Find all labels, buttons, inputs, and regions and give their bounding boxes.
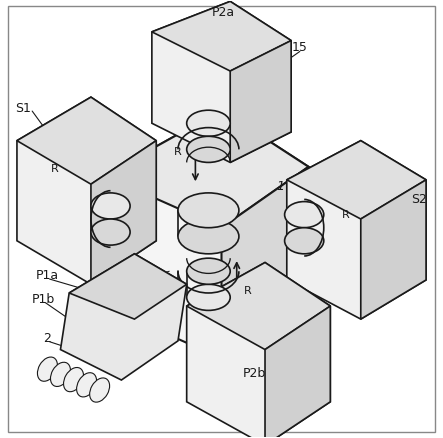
Polygon shape	[187, 262, 330, 438]
Ellipse shape	[187, 258, 230, 284]
Text: R: R	[51, 164, 59, 174]
Ellipse shape	[51, 362, 70, 386]
Ellipse shape	[187, 110, 230, 136]
Text: R: R	[244, 286, 252, 296]
Text: S2: S2	[411, 193, 427, 206]
Ellipse shape	[284, 228, 324, 254]
Ellipse shape	[91, 219, 130, 245]
Polygon shape	[17, 97, 156, 284]
Text: R: R	[342, 210, 350, 219]
Ellipse shape	[284, 201, 324, 228]
Polygon shape	[287, 141, 426, 219]
Text: P2a: P2a	[212, 6, 235, 19]
Polygon shape	[230, 41, 291, 162]
Polygon shape	[361, 180, 426, 319]
Polygon shape	[104, 110, 308, 228]
Polygon shape	[60, 254, 187, 380]
Text: 2: 2	[43, 332, 51, 345]
Ellipse shape	[178, 219, 239, 254]
Polygon shape	[287, 141, 426, 319]
Text: 1: 1	[276, 180, 284, 193]
Polygon shape	[69, 254, 187, 319]
Ellipse shape	[187, 136, 230, 162]
Ellipse shape	[91, 193, 130, 219]
Ellipse shape	[63, 367, 83, 392]
Text: P1a: P1a	[36, 269, 59, 282]
Ellipse shape	[178, 193, 239, 228]
Polygon shape	[104, 110, 308, 358]
Polygon shape	[91, 141, 156, 284]
Polygon shape	[152, 1, 291, 162]
Ellipse shape	[38, 357, 58, 381]
Ellipse shape	[89, 378, 109, 402]
Ellipse shape	[187, 284, 230, 311]
Text: S1: S1	[16, 102, 31, 114]
Text: P1b: P1b	[31, 293, 54, 306]
Polygon shape	[222, 167, 308, 358]
Polygon shape	[265, 306, 330, 438]
Polygon shape	[187, 262, 330, 350]
Polygon shape	[152, 1, 291, 71]
Text: R: R	[174, 147, 182, 156]
Text: 15: 15	[292, 41, 308, 53]
Polygon shape	[17, 97, 156, 184]
Ellipse shape	[77, 373, 97, 397]
Text: P2b: P2b	[242, 367, 266, 380]
